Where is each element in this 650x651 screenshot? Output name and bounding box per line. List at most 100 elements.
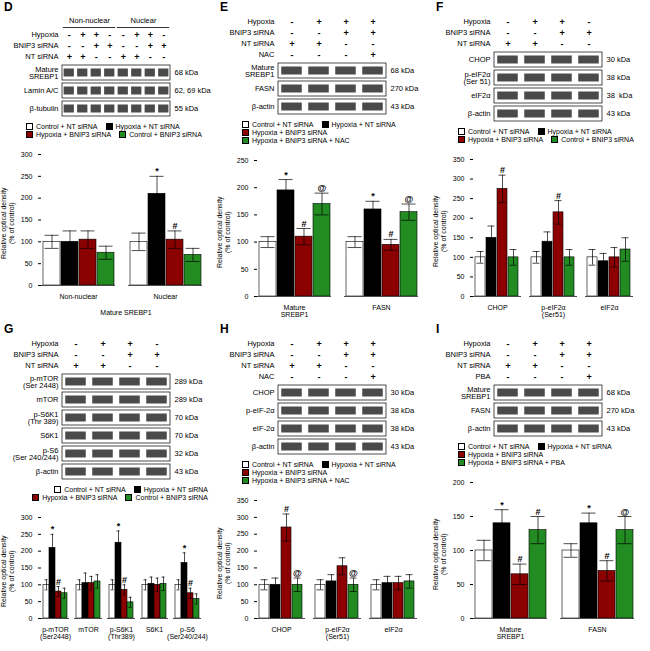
svg-text:BNIP3 siRNA: BNIP3 siRNA: [445, 28, 490, 37]
svg-text:+: +: [370, 339, 375, 349]
svg-text:*: *: [51, 524, 55, 534]
svg-text:200: 200: [237, 184, 249, 191]
svg-text:MatureSREBP1: MatureSREBP1: [245, 63, 275, 80]
svg-text:BNIP3 siRNA: BNIP3 siRNA: [13, 350, 58, 359]
svg-text:43 kDa: 43 kDa: [607, 109, 632, 118]
svg-text:200: 200: [453, 214, 465, 221]
svg-text:150: 150: [453, 513, 465, 520]
svg-text:+: +: [121, 52, 126, 62]
svg-text:p-mTOR(Ser 2448): p-mTOR(Ser 2448): [23, 374, 59, 391]
svg-text:eIF2α: eIF2α: [471, 91, 491, 100]
svg-text:p-eIF2α(Ser 51): p-eIF2α(Ser 51): [463, 70, 491, 87]
svg-text:+: +: [559, 28, 564, 38]
svg-text:CHOP: CHOP: [469, 55, 491, 64]
svg-text:250: 250: [21, 531, 33, 538]
svg-text:NT siRNA: NT siRNA: [457, 39, 490, 48]
svg-text:30 kDa: 30 kDa: [607, 55, 632, 64]
svg-text:-: -: [291, 372, 294, 382]
svg-text:100: 100: [453, 254, 465, 261]
svg-text:0: 0: [461, 293, 465, 300]
svg-text:+: +: [289, 39, 294, 49]
svg-text:FASN: FASN: [588, 626, 606, 633]
svg-text:150: 150: [237, 211, 249, 218]
svg-text:#: #: [173, 221, 178, 231]
svg-text:200: 200: [21, 547, 33, 554]
svg-text:-: -: [135, 41, 138, 51]
svg-text:-: -: [534, 372, 537, 382]
svg-text:43 kDa: 43 kDa: [391, 442, 416, 451]
svg-text:+: +: [559, 339, 564, 349]
svg-text:Hypoxia: Hypoxia: [247, 17, 275, 26]
svg-text:-: -: [372, 361, 375, 371]
svg-text:-: -: [75, 339, 78, 349]
svg-text:*: *: [587, 503, 591, 513]
svg-text:+: +: [73, 361, 78, 371]
svg-text:S6K1: S6K1: [40, 431, 58, 440]
svg-text:-: -: [345, 372, 348, 382]
svg-text:-: -: [291, 339, 294, 349]
svg-text:-: -: [345, 361, 348, 371]
svg-text:+: +: [316, 39, 321, 49]
svg-text:-: -: [291, 350, 294, 360]
svg-text:+: +: [532, 361, 537, 371]
svg-text:300: 300: [453, 175, 465, 182]
svg-text:-: -: [507, 28, 510, 38]
svg-text:250: 250: [237, 530, 249, 537]
svg-text:+: +: [148, 41, 153, 51]
svg-text:mTOR: mTOR: [37, 395, 60, 404]
svg-text:S6K1: S6K1: [146, 626, 163, 633]
svg-text:CHOP: CHOP: [487, 304, 508, 311]
svg-text:+: +: [532, 39, 537, 49]
svg-text:-: -: [81, 41, 84, 51]
svg-text:-: -: [507, 17, 510, 27]
svg-text:p-S6K1(Thr 389): p-S6K1(Thr 389): [28, 410, 59, 427]
svg-text:+: +: [148, 30, 153, 40]
svg-text:270 kDa: 270 kDa: [391, 84, 420, 93]
svg-text:-: -: [534, 28, 537, 38]
svg-text:-: -: [534, 350, 537, 360]
svg-text:FASN: FASN: [471, 406, 491, 415]
svg-text:@: @: [318, 183, 327, 193]
svg-text:#: #: [188, 578, 193, 588]
svg-text:+: +: [559, 17, 564, 27]
svg-text:@: @: [349, 568, 358, 578]
svg-text:+: +: [586, 350, 591, 360]
svg-text:43 kDa: 43 kDa: [391, 102, 416, 111]
svg-text:43 kDa: 43 kDa: [175, 467, 200, 476]
svg-text:0: 0: [245, 293, 249, 300]
svg-text:+: +: [586, 28, 591, 38]
svg-text:p-eIF-2α: p-eIF-2α: [246, 406, 275, 415]
svg-text:150: 150: [21, 564, 33, 571]
svg-text:150: 150: [237, 564, 249, 571]
svg-text:0: 0: [29, 282, 33, 289]
svg-text:+: +: [505, 361, 510, 371]
svg-text:-: -: [95, 52, 98, 62]
svg-text:-: -: [291, 50, 294, 60]
svg-text:PBA: PBA: [475, 372, 490, 381]
svg-text:NT siRNA: NT siRNA: [241, 361, 274, 370]
svg-text:100: 100: [237, 581, 249, 588]
svg-text:β-actin: β-actin: [252, 442, 275, 451]
svg-text:+: +: [343, 350, 348, 360]
svg-text:Non-nuclear: Non-nuclear: [60, 293, 99, 300]
svg-text:mTOR: mTOR: [78, 626, 98, 633]
svg-text:0: 0: [245, 615, 249, 622]
svg-text:100: 100: [21, 238, 33, 245]
svg-text:+: +: [107, 41, 112, 51]
svg-text:70 kDa: 70 kDa: [175, 413, 200, 422]
svg-text:+: +: [370, 17, 375, 27]
svg-text:68 kDa: 68 kDa: [175, 68, 200, 77]
svg-text:MatureSREBP1: MatureSREBP1: [29, 65, 59, 82]
svg-text:CHOP: CHOP: [271, 626, 292, 633]
svg-text:200: 200: [21, 194, 33, 201]
svg-text:50: 50: [241, 598, 249, 605]
svg-text:NT siRNA: NT siRNA: [241, 39, 274, 48]
svg-text:+: +: [127, 350, 132, 360]
svg-text:#: #: [518, 554, 523, 564]
svg-text:#: #: [56, 577, 61, 587]
svg-text:+: +: [134, 30, 139, 40]
svg-text:-: -: [318, 50, 321, 60]
svg-text:+: +: [94, 30, 99, 40]
svg-text:270 kDa: 270 kDa: [607, 406, 636, 415]
svg-text:0: 0: [461, 615, 465, 622]
